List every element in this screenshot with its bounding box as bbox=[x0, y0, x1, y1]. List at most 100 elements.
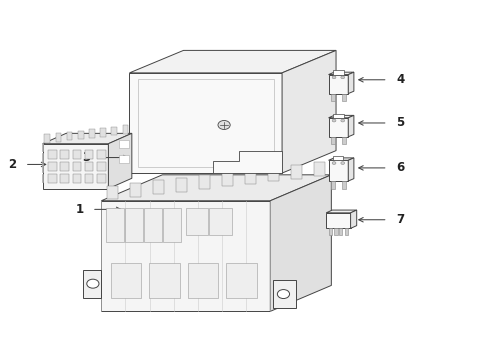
Circle shape bbox=[86, 279, 99, 288]
Circle shape bbox=[331, 76, 335, 79]
Text: 6: 6 bbox=[395, 161, 404, 174]
Polygon shape bbox=[101, 201, 270, 311]
Polygon shape bbox=[350, 210, 356, 228]
Polygon shape bbox=[332, 71, 343, 75]
Bar bbox=[78, 131, 83, 139]
Polygon shape bbox=[153, 180, 163, 194]
Circle shape bbox=[340, 162, 344, 165]
Bar bbox=[61, 150, 69, 158]
Polygon shape bbox=[347, 115, 353, 137]
Bar bbox=[44, 134, 50, 143]
Polygon shape bbox=[347, 158, 353, 181]
Text: 7: 7 bbox=[395, 213, 404, 226]
Polygon shape bbox=[213, 150, 282, 173]
Bar bbox=[111, 127, 117, 135]
Circle shape bbox=[331, 119, 335, 122]
Bar bbox=[144, 208, 162, 242]
Bar bbox=[61, 162, 69, 171]
Bar bbox=[342, 94, 345, 101]
Polygon shape bbox=[129, 73, 282, 173]
Bar bbox=[330, 181, 334, 189]
Bar bbox=[73, 150, 81, 158]
Circle shape bbox=[218, 121, 230, 130]
Text: 2: 2 bbox=[8, 158, 16, 171]
Bar bbox=[48, 175, 57, 184]
Bar bbox=[344, 228, 347, 235]
Text: 5: 5 bbox=[395, 117, 404, 130]
Polygon shape bbox=[328, 158, 353, 160]
Bar bbox=[85, 175, 93, 184]
Polygon shape bbox=[314, 162, 324, 176]
Polygon shape bbox=[325, 213, 350, 228]
Bar bbox=[328, 228, 331, 235]
Polygon shape bbox=[130, 183, 140, 197]
Polygon shape bbox=[332, 114, 343, 118]
Bar bbox=[73, 175, 81, 184]
Circle shape bbox=[340, 119, 344, 122]
Polygon shape bbox=[328, 160, 347, 181]
Polygon shape bbox=[328, 75, 347, 94]
Bar bbox=[334, 228, 337, 235]
Polygon shape bbox=[272, 280, 296, 308]
Polygon shape bbox=[222, 173, 232, 186]
Bar bbox=[209, 208, 231, 235]
Bar bbox=[185, 208, 208, 235]
Bar bbox=[339, 228, 342, 235]
Bar bbox=[342, 181, 345, 189]
Polygon shape bbox=[328, 115, 353, 118]
Bar bbox=[342, 137, 345, 144]
Polygon shape bbox=[119, 140, 129, 148]
Bar bbox=[89, 129, 95, 138]
Bar bbox=[48, 162, 57, 171]
Text: 4: 4 bbox=[395, 73, 404, 86]
Circle shape bbox=[277, 289, 289, 298]
Polygon shape bbox=[244, 170, 255, 184]
Bar bbox=[187, 263, 218, 297]
Bar bbox=[97, 162, 105, 171]
Bar bbox=[97, 150, 105, 158]
Bar bbox=[163, 208, 180, 242]
Bar bbox=[97, 175, 105, 184]
Bar bbox=[110, 263, 141, 297]
Bar bbox=[85, 150, 93, 158]
Bar bbox=[48, 150, 57, 158]
Bar bbox=[149, 263, 180, 297]
Polygon shape bbox=[328, 72, 353, 75]
Polygon shape bbox=[199, 175, 209, 189]
Bar bbox=[67, 132, 72, 140]
Polygon shape bbox=[42, 133, 132, 144]
Bar bbox=[226, 263, 256, 297]
Polygon shape bbox=[270, 175, 331, 311]
Bar bbox=[73, 162, 81, 171]
Polygon shape bbox=[347, 72, 353, 94]
Polygon shape bbox=[282, 50, 335, 173]
Bar bbox=[106, 208, 123, 242]
Polygon shape bbox=[291, 165, 301, 179]
Polygon shape bbox=[267, 167, 278, 181]
Circle shape bbox=[340, 76, 344, 79]
Polygon shape bbox=[115, 139, 129, 149]
Polygon shape bbox=[82, 270, 101, 297]
Bar bbox=[85, 162, 93, 171]
Polygon shape bbox=[108, 133, 132, 189]
Polygon shape bbox=[115, 154, 129, 165]
Polygon shape bbox=[328, 118, 347, 137]
Bar bbox=[125, 208, 142, 242]
Bar bbox=[56, 133, 61, 142]
Text: 3: 3 bbox=[82, 151, 90, 164]
Polygon shape bbox=[101, 175, 331, 201]
Polygon shape bbox=[119, 156, 129, 163]
Polygon shape bbox=[129, 50, 335, 73]
Circle shape bbox=[331, 162, 335, 165]
Bar bbox=[330, 94, 334, 101]
Text: 1: 1 bbox=[75, 203, 83, 216]
Bar bbox=[100, 128, 105, 136]
Polygon shape bbox=[333, 156, 343, 160]
Polygon shape bbox=[176, 178, 186, 192]
Bar bbox=[330, 137, 334, 144]
Polygon shape bbox=[325, 210, 356, 213]
Polygon shape bbox=[107, 186, 117, 199]
Bar bbox=[122, 125, 128, 134]
Polygon shape bbox=[42, 144, 108, 189]
Bar bbox=[61, 175, 69, 184]
